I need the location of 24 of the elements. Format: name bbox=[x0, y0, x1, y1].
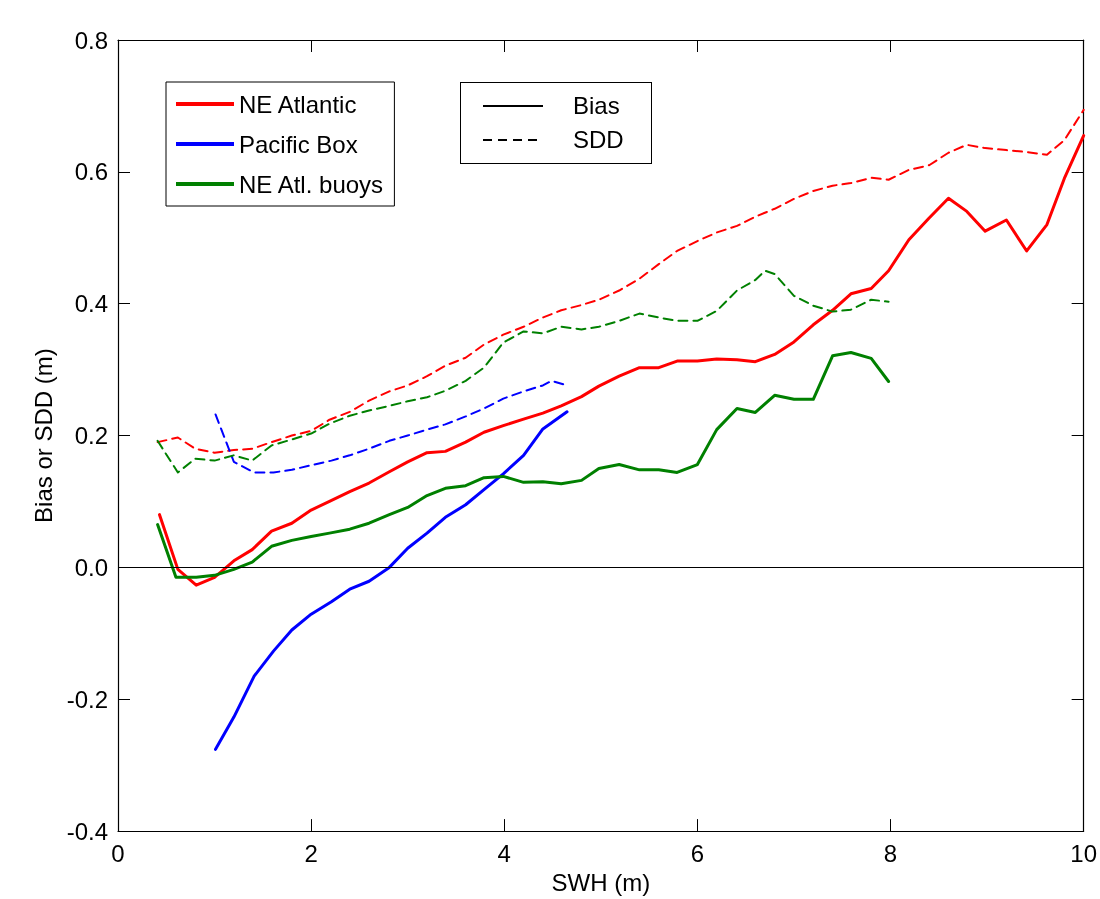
x-axis-title: SWH (m) bbox=[551, 868, 651, 896]
line-series bbox=[156, 269, 890, 474]
x-tick-label: 8 bbox=[883, 839, 898, 867]
line-series bbox=[214, 410, 569, 751]
y-tick-label: -0.2 bbox=[66, 685, 108, 713]
x-tick-label: 6 bbox=[690, 839, 705, 867]
y-tick-label: 0.4 bbox=[74, 290, 108, 318]
annotation: Bias bbox=[573, 92, 620, 120]
y-tick-label: 0.6 bbox=[74, 158, 108, 186]
y-tick-label: 0.8 bbox=[74, 26, 108, 54]
style-key-box: Bias SDD bbox=[460, 82, 652, 164]
legend-label: Pacific Box bbox=[239, 130, 358, 158]
y-tick-label: -0.4 bbox=[66, 817, 108, 845]
annotation: SDD bbox=[573, 126, 624, 154]
legend-label: NE Atl. buoys bbox=[239, 170, 384, 198]
legend-label: NE Atlantic bbox=[239, 90, 357, 118]
y-tick-label: 0.2 bbox=[74, 422, 108, 450]
x-tick-label: 4 bbox=[497, 839, 511, 867]
y-axis-title: Bias or SDD (m) bbox=[30, 348, 58, 523]
x-tick-label: 0 bbox=[111, 839, 125, 867]
x-tick-label: 2 bbox=[304, 839, 318, 867]
x-tick-label: 10 bbox=[1070, 839, 1097, 867]
line-series bbox=[156, 350, 891, 579]
y-tick-label: 0.0 bbox=[74, 553, 108, 581]
